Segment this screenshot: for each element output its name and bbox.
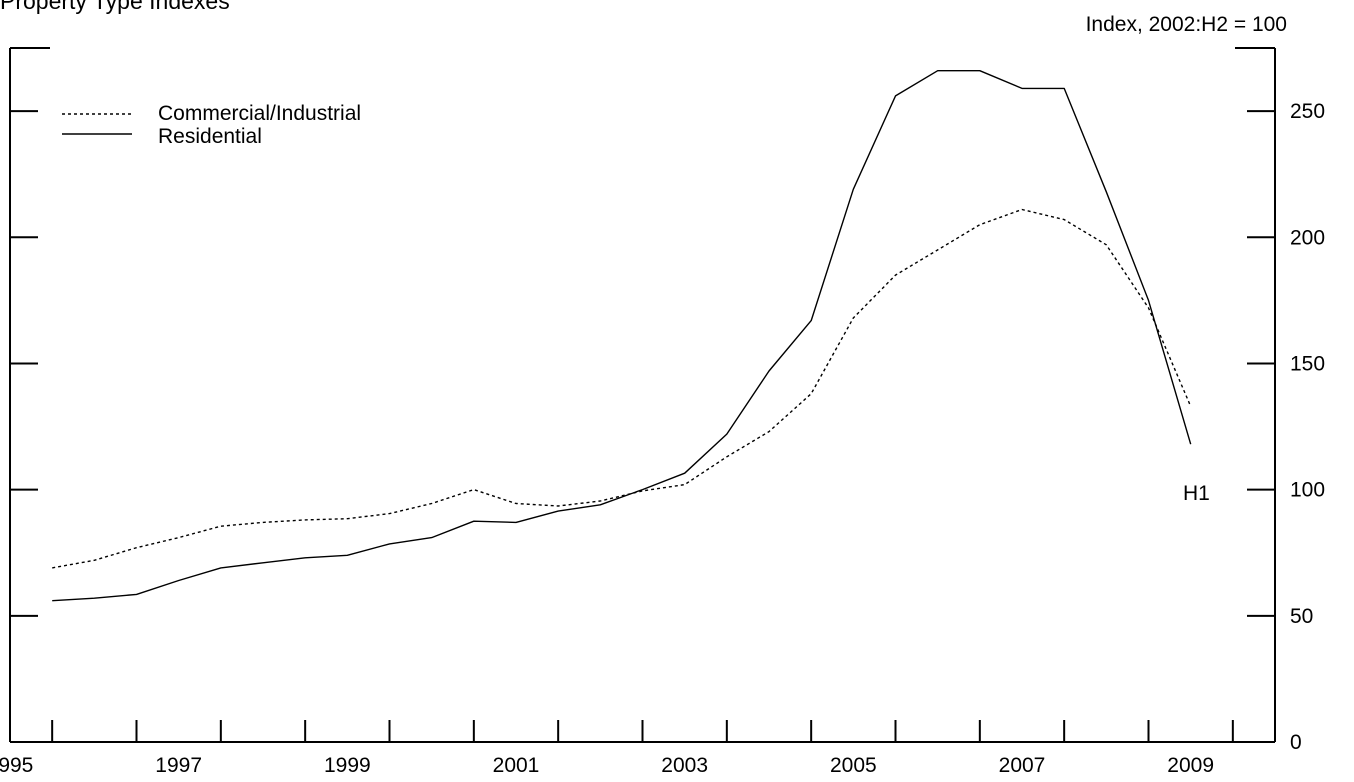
y-tick-label-0: 0 — [1290, 731, 1302, 754]
x-tick-label-1997: 1997 — [155, 754, 202, 777]
legend-label-commercial: Commercial/Industrial — [158, 102, 361, 125]
x-tick-label-2001: 2001 — [493, 754, 540, 777]
x-tick-label-2005: 2005 — [830, 754, 877, 777]
plot-frame — [9, 47, 1276, 743]
y-tick-label-250: 250 — [1290, 100, 1325, 123]
annotation-h1: H1 — [1183, 482, 1210, 505]
series-line-commercial-industrial — [52, 208, 1192, 569]
legend: Commercial/Industrial Residential — [62, 102, 361, 148]
y-tick-label-150: 150 — [1290, 352, 1325, 375]
series-layer — [52, 69, 1192, 602]
y-axis-label: Index, 2002:H2 = 100 — [1086, 13, 1287, 36]
x-tick-label-1995: 1995 — [0, 754, 33, 777]
y-tick-label-50: 50 — [1290, 605, 1313, 628]
y-axis-ticks: 0 50 100 150 200 250 — [10, 100, 1325, 754]
x-tick-label-2003: 2003 — [661, 754, 708, 777]
series-line-residential — [52, 69, 1192, 602]
y-tick-label-200: 200 — [1290, 226, 1325, 249]
legend-label-residential: Residential — [158, 125, 262, 148]
y-tick-label-100: 100 — [1290, 479, 1325, 502]
x-tick-label-1999: 1999 — [324, 754, 371, 777]
chart-title: Property Type Indexes — [0, 0, 230, 14]
x-tick-label-2007: 2007 — [999, 754, 1046, 777]
x-tick-label-2009: 2009 — [1167, 754, 1214, 777]
x-axis-ticks: 1995 1997 1999 2001 2003 2005 2007 2009 — [0, 720, 1234, 777]
